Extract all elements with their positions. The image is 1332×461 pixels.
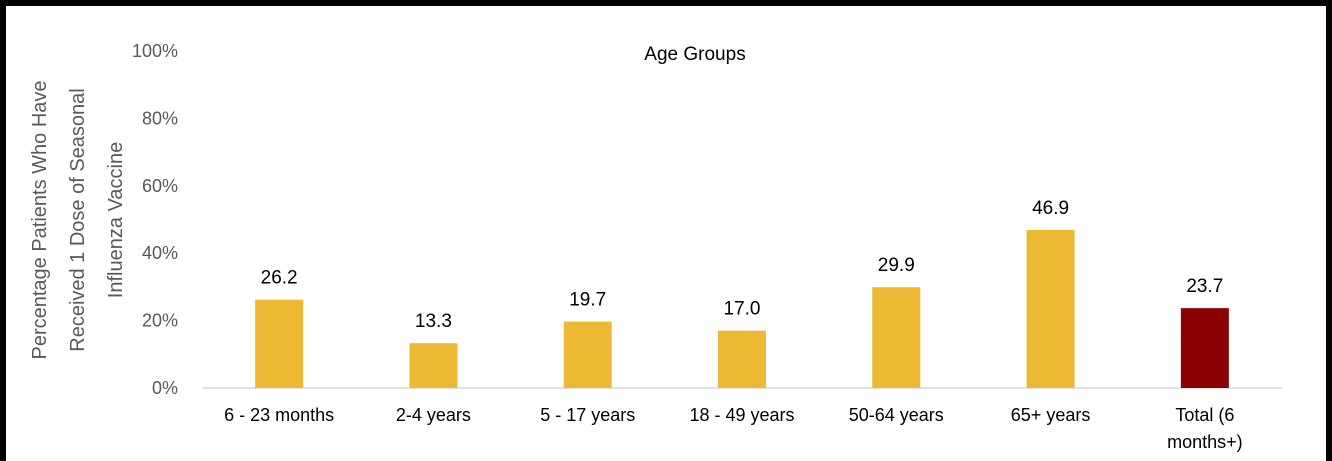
x-tick-label: 65+ years — [1011, 405, 1091, 425]
data-label: 13.3 — [415, 311, 452, 332]
data-label: 17.0 — [724, 299, 761, 320]
bar-5 — [1026, 229, 1075, 388]
x-tick-label: 5 - 17 years — [540, 405, 635, 425]
data-label: 29.9 — [878, 255, 915, 276]
bar-2 — [563, 321, 612, 388]
y-tick-label: 80% — [142, 108, 178, 128]
x-tick-label: 6 - 23 months — [224, 405, 334, 425]
x-tick-label: 2-4 years — [396, 405, 471, 425]
data-labels: 26.2 13.3 19.7 17.0 29.9 46.9 23.7 — [261, 198, 1224, 332]
y-axis-title-line: Influenza Vaccine — [105, 142, 127, 298]
y-tick-label: 0% — [152, 378, 178, 398]
y-axis-ticks: 0% 20% 40% 60% 80% 100% — [132, 41, 178, 398]
bar-series — [255, 229, 1229, 388]
bar-chart: Age Groups Percentage Patients Who Have R… — [29, 41, 1282, 452]
y-axis-title: Percentage Patients Who Have Received 1 D… — [29, 80, 127, 359]
x-tick-label: Total (6 — [1175, 405, 1234, 425]
chart-panel: Age Groups Percentage Patients Who Have R… — [6, 6, 1326, 461]
y-tick-label: 20% — [142, 311, 178, 331]
bar-3 — [718, 330, 766, 388]
y-tick-label: 60% — [142, 176, 178, 196]
x-tick-label: months+) — [1167, 432, 1243, 452]
x-tick-label: 50-64 years — [849, 405, 944, 425]
chart-title: Age Groups — [644, 44, 745, 65]
y-tick-label: 40% — [142, 243, 178, 263]
data-label: 46.9 — [1032, 198, 1069, 219]
bar-4 — [872, 287, 921, 388]
y-axis-title-line: Received 1 Dose of Seasonal — [67, 88, 89, 352]
data-label: 23.7 — [1186, 276, 1223, 297]
y-tick-label: 100% — [132, 41, 178, 61]
bar-6 — [1180, 308, 1229, 388]
x-tick-label: 18 - 49 years — [689, 405, 794, 425]
x-axis-ticks: 6 - 23 months 2-4 years 5 - 17 years 18 - 4… — [224, 405, 1243, 452]
data-label: 19.7 — [569, 290, 606, 311]
bar-1 — [409, 343, 458, 388]
bar-0 — [255, 299, 304, 388]
y-axis-title-line: Percentage Patients Who Have — [29, 80, 51, 359]
data-label: 26.2 — [261, 268, 298, 289]
